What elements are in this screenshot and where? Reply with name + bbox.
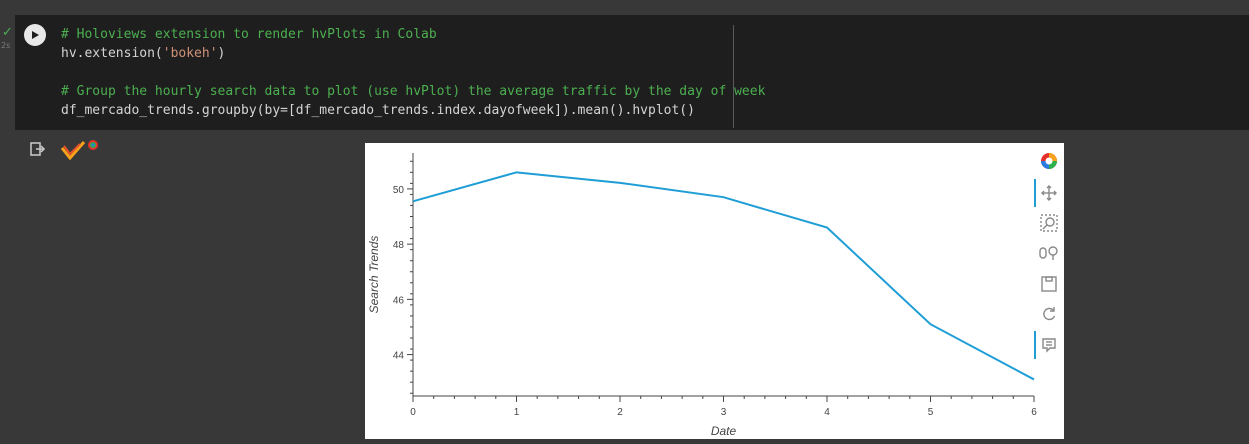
active-tool-indicator <box>1034 331 1036 359</box>
code-comment-line[interactable]: # Holoviews extension to render hvPlots … <box>61 27 437 43</box>
play-icon <box>30 30 40 40</box>
code-line[interactable]: hv.extension('bokeh') <box>61 46 225 62</box>
hover-icon[interactable] <box>1038 334 1060 356</box>
y-axis-label: Search Trends <box>367 236 381 314</box>
wheel-zoom-icon[interactable] <box>1038 242 1060 264</box>
code-text: df_mercado_trends.groupby(by=[df_mercado… <box>61 103 695 118</box>
code-string: 'bokeh' <box>163 46 218 61</box>
run-cell-button[interactable] <box>24 24 46 46</box>
x-tick-label: 3 <box>721 407 727 418</box>
bokeh-toolbar <box>1034 143 1064 439</box>
pan-icon[interactable] <box>1038 182 1060 204</box>
y-tick-label: 46 <box>393 295 405 306</box>
y-tick-label: 44 <box>393 351 405 362</box>
code-text: hv.extension( <box>61 46 163 61</box>
x-tick-label: 2 <box>617 407 623 418</box>
execution-check-icon: ✓ <box>2 25 13 38</box>
y-tick-label: 50 <box>393 185 405 196</box>
x-axis-label: Date <box>711 424 737 438</box>
box-zoom-icon[interactable] <box>1038 212 1060 234</box>
x-tick-label: 4 <box>824 407 830 418</box>
save-icon[interactable] <box>1038 273 1060 295</box>
x-tick-label: 5 <box>928 407 934 418</box>
code-comment-line[interactable]: # Group the hourly search data to plot (… <box>61 84 765 100</box>
execution-time: 2s <box>1 41 10 50</box>
active-tool-indicator <box>1034 179 1036 207</box>
x-tick-label: 0 <box>410 407 416 418</box>
series-line <box>413 172 1034 379</box>
text-cursor <box>733 25 734 128</box>
output-redirect-icon[interactable] <box>30 142 46 161</box>
y-tick-label: 48 <box>393 240 405 251</box>
x-tick-label: 1 <box>514 407 520 418</box>
code-line[interactable]: df_mercado_trends.groupby(by=[df_mercado… <box>61 103 695 119</box>
top-bar <box>0 0 1249 14</box>
code-text: ) <box>218 46 226 61</box>
reset-icon[interactable] <box>1038 303 1060 325</box>
bokeh-logo-icon[interactable] <box>1038 150 1060 172</box>
holoviews-logo-icon <box>60 138 102 165</box>
